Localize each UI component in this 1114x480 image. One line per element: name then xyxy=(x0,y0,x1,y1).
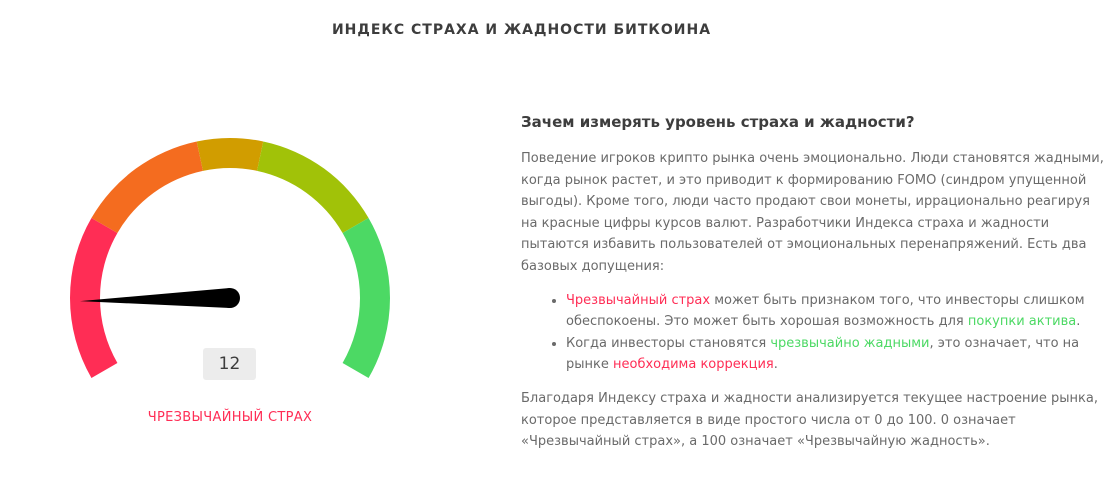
gauge-status-label: ЧРЕЗВЫЧАЙНЫЙ СТРАХ xyxy=(147,410,313,425)
gauge-segment-4 xyxy=(342,218,390,378)
gauge-segment-1 xyxy=(91,141,203,233)
gauge-segment-3 xyxy=(257,141,369,233)
fear-greed-gauge: 12 xyxy=(60,135,400,405)
article-intro: Поведение игроков крипто рынка очень эмо… xyxy=(521,151,1104,274)
gauge-segments xyxy=(70,138,390,378)
gauge-value: 12 xyxy=(203,348,256,380)
list-item-text: . xyxy=(773,357,778,373)
article-outro: Благодаря Индексу страха и жадности анал… xyxy=(521,390,1098,450)
highlight-buy-asset: покупки актива xyxy=(967,314,1077,330)
needle-pointer xyxy=(80,288,231,308)
highlight-extreme-fear: Чрезвычайный страх xyxy=(566,292,711,308)
list-item-text: , это означает, что на рынке xyxy=(566,335,1080,373)
assumptions-list: Чрезвычайный страх может быть признаком … xyxy=(521,290,1106,376)
gauge-needle xyxy=(80,288,240,308)
highlight-extreme-greed: чрезвычайно жадными xyxy=(770,335,930,351)
gauge-segment-0 xyxy=(70,218,118,378)
list-item: Чрезвычайный страх может быть признаком … xyxy=(566,290,1106,333)
page-title: ИНДЕКС СТРАХА И ЖАДНОСТИ БИТКОИНА xyxy=(331,22,712,38)
list-item-text: может быть признаком того, что инвесторы… xyxy=(566,292,1085,330)
list-item-text: . xyxy=(1076,314,1081,330)
list-item: Когда инвесторы становятся чрезвычайно ж… xyxy=(566,333,1106,376)
gauge-svg xyxy=(70,138,390,378)
list-item-text: Когда инвесторы становятся xyxy=(566,335,771,351)
needle-hub xyxy=(220,288,240,308)
gauge-segment-2 xyxy=(196,138,264,171)
article: Зачем измерять уровень страха и жадности… xyxy=(521,113,1106,453)
article-heading: Зачем измерять уровень страха и жадности… xyxy=(521,113,915,131)
highlight-correction: необходима коррекция xyxy=(613,357,774,373)
